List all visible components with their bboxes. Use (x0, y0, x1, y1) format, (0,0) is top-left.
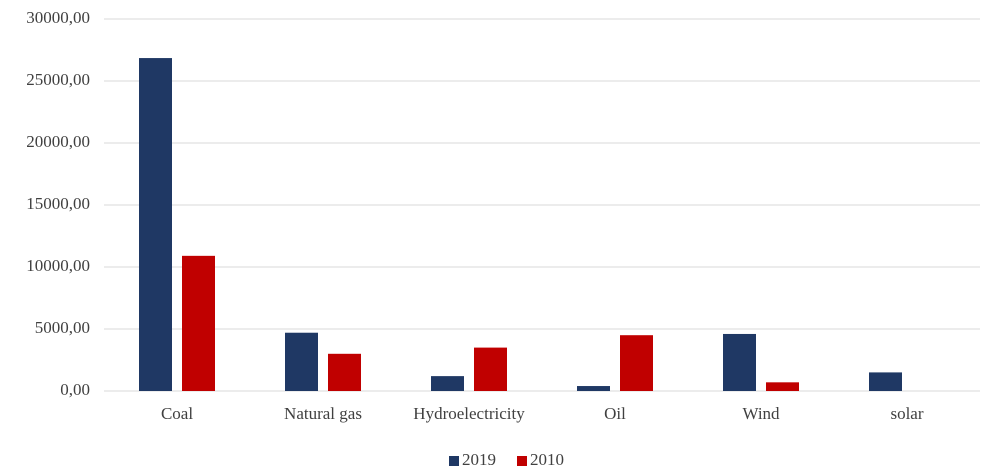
y-tick-label: 15000,00 (26, 194, 90, 213)
legend-label: 2019 (462, 450, 496, 469)
legend-label: 2010 (530, 450, 564, 469)
legend-swatch (517, 456, 527, 466)
x-tick-label: Natural gas (284, 404, 362, 423)
bar (620, 335, 653, 391)
bar (723, 333, 756, 391)
bar (139, 58, 172, 392)
x-tick-label: Hydroelectricity (413, 404, 525, 423)
bar (182, 255, 215, 391)
y-tick-label: 25000,00 (26, 70, 90, 89)
y-tick-label: 20000,00 (26, 132, 90, 151)
x-tick-label: Wind (742, 404, 780, 423)
x-tick-label: solar (890, 404, 923, 423)
bar (328, 353, 361, 391)
bar (766, 382, 799, 391)
y-tick-label: 30000,00 (26, 8, 90, 27)
y-tick-label: 5000,00 (35, 318, 90, 337)
bar (869, 372, 902, 391)
bar (577, 386, 610, 391)
y-tick-label: 10000,00 (26, 256, 90, 275)
y-tick-label: 0,00 (60, 380, 90, 399)
legend-swatch (449, 456, 459, 466)
bar (285, 332, 318, 391)
x-tick-label: Oil (604, 404, 626, 423)
bar (431, 376, 464, 391)
x-tick-label: Coal (161, 404, 193, 423)
bar (474, 347, 507, 391)
